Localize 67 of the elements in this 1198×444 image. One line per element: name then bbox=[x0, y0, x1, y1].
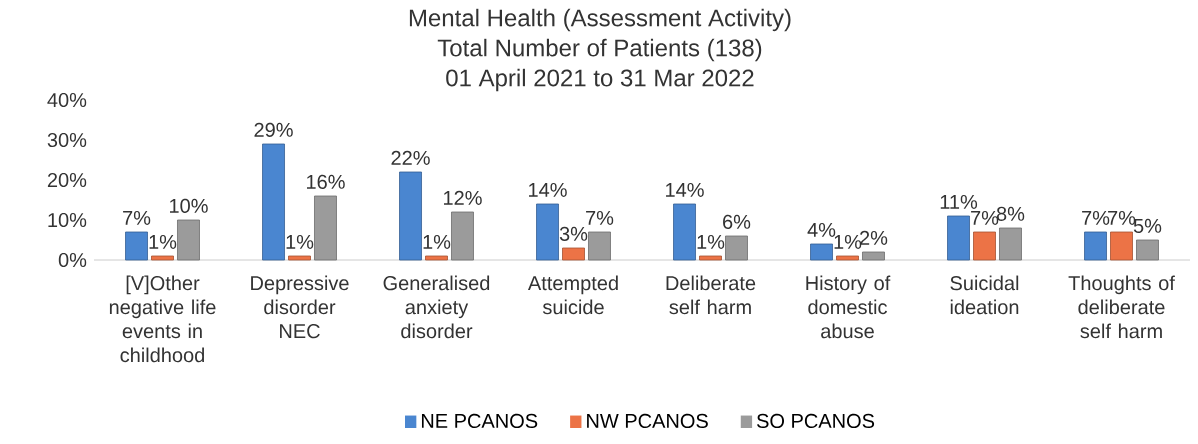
data-label: 11% bbox=[940, 194, 978, 209]
bar bbox=[425, 255, 448, 261]
data-label: 1% bbox=[286, 234, 314, 249]
bar bbox=[999, 227, 1022, 261]
bar bbox=[947, 215, 970, 261]
bar bbox=[562, 247, 585, 261]
chart-title: Mental Health (Assessment Activity) bbox=[409, 8, 791, 32]
data-label: 1% bbox=[834, 234, 862, 249]
x-tick-label: Deliberate self harm bbox=[666, 275, 756, 315]
y-tick-label: 20% bbox=[47, 172, 87, 188]
bar bbox=[673, 203, 696, 261]
bar bbox=[725, 235, 748, 261]
bar bbox=[836, 255, 859, 261]
bar bbox=[1136, 239, 1159, 261]
bar bbox=[451, 211, 474, 261]
chart-subtitle: Total Number of Patients (138) bbox=[437, 38, 762, 62]
bar bbox=[862, 251, 885, 261]
data-label: 14% bbox=[529, 182, 567, 197]
data-label: 22% bbox=[391, 150, 430, 165]
bar bbox=[973, 231, 996, 261]
bar bbox=[699, 255, 722, 261]
data-label: 14% bbox=[666, 182, 704, 197]
bar bbox=[810, 243, 833, 261]
x-tick-label: Generalised anxiety disorder bbox=[383, 275, 490, 339]
x-tick-label: Attempted suicide bbox=[527, 275, 618, 315]
data-label: 6% bbox=[723, 214, 751, 229]
legend-label: NW PCANOS bbox=[587, 413, 708, 429]
bar bbox=[262, 143, 285, 261]
legend-label: SO PCANOS bbox=[756, 413, 875, 429]
data-label: 1% bbox=[423, 234, 451, 249]
data-label: 5% bbox=[1133, 218, 1162, 233]
text: 01 April 2021 to 31 Mar 2022 bbox=[446, 68, 754, 92]
data-label: 4% bbox=[807, 222, 836, 237]
data-label: 1% bbox=[697, 234, 725, 249]
data-label: 12% bbox=[444, 190, 482, 205]
bar bbox=[177, 219, 200, 261]
bar bbox=[151, 255, 174, 261]
bar bbox=[314, 195, 337, 261]
y-tick-label: 0% bbox=[58, 252, 87, 268]
bar bbox=[536, 203, 559, 261]
x-tick-label: Thoughts of deliberate self harm bbox=[1068, 275, 1175, 339]
legend-label: NE PCANOS bbox=[421, 413, 538, 429]
bar bbox=[125, 231, 148, 261]
data-label: 7% bbox=[1082, 210, 1110, 225]
x-tick-label: Suicidal ideation bbox=[950, 275, 1019, 315]
y-tick-label: 10% bbox=[48, 212, 87, 228]
data-label: 7% bbox=[971, 210, 999, 225]
x-tick-label: [V]Other negative life events in childhood bbox=[109, 275, 216, 363]
data-label: 1% bbox=[149, 234, 177, 249]
y-tick-label: 40% bbox=[47, 92, 87, 108]
data-label: 7% bbox=[586, 210, 614, 225]
data-label: 3% bbox=[559, 226, 588, 241]
data-label: 8% bbox=[996, 206, 1025, 221]
data-label: 7% bbox=[1108, 210, 1136, 225]
data-label: 10% bbox=[170, 198, 208, 213]
bar bbox=[399, 171, 422, 261]
bar bbox=[1110, 231, 1133, 261]
x-tick-label: Depressive disorder NEC bbox=[251, 275, 349, 339]
data-label: 16% bbox=[307, 174, 345, 189]
y-tick-label: 30% bbox=[47, 132, 87, 148]
bar bbox=[288, 255, 311, 261]
x-tick-label: History of domestic abuse bbox=[806, 275, 891, 339]
data-label: 2% bbox=[860, 230, 888, 245]
data-label: 29% bbox=[254, 122, 293, 137]
data-label: 7% bbox=[123, 210, 151, 225]
bar bbox=[588, 231, 611, 261]
bar bbox=[1084, 231, 1107, 261]
